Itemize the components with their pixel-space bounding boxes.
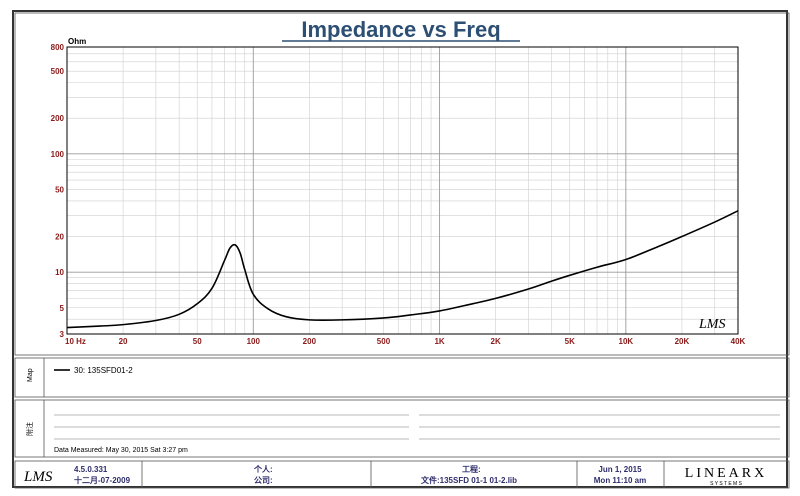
y-tick-label: 800 (51, 43, 65, 52)
footer-file-label: 文件:135SFD 01-1 01-2.lib (421, 475, 517, 485)
footer-company-label: 公司: (254, 476, 273, 485)
x-tick-label: 10 Hz (65, 337, 86, 346)
x-tick-label: 2K (491, 337, 501, 346)
y-tick-label: 100 (51, 150, 65, 159)
chart-title: Impedance vs Freq (301, 17, 500, 42)
data-measured-text: Data Measured: May 30, 2015 Sat 3:27 pm (54, 447, 188, 454)
x-tick-label: 100 (247, 337, 261, 346)
legend-side-label: Map (27, 368, 34, 382)
x-tick-label: 50 (193, 337, 202, 346)
footer-brand-sub: S Y S T E M S (710, 481, 743, 487)
y-tick-label: 200 (51, 114, 65, 123)
report-frame: Impedance vs Freq 800 500 200 100 50 20 10 5 3 1… (12, 10, 790, 489)
x-tick-label: 500 (377, 337, 391, 346)
x-tick-label: 20K (675, 337, 690, 346)
y-tick-label: 50 (55, 185, 64, 194)
y-tick-label: 5 (60, 304, 65, 313)
notes-side-label: 附注 (25, 422, 34, 436)
x-tick-labels: 10 Hz 20 50 100 200 500 1K 2K 5K 10K 20K 40K (65, 337, 746, 346)
footer-lms-logo: LMS (23, 469, 53, 485)
footer-version: 4.5.0.331 (74, 465, 108, 474)
x-tick-label: 10K (619, 337, 634, 346)
notes-panel (14, 399, 790, 458)
plot-border (66, 46, 739, 335)
plot-panel (14, 12, 790, 356)
footer-version-date: 十二月-07-2009 (74, 475, 131, 485)
legend-entry: 30: 135SFD01-2 (74, 366, 133, 375)
series-line-135sfd01-2 (66, 210, 739, 329)
footer-project-label: 工程: (462, 464, 481, 474)
footer-person-label: 个人: (253, 464, 273, 474)
y-axis-unit: Ohm (68, 37, 86, 46)
y-tick-labels: 800 500 200 100 50 20 10 5 3 (51, 43, 65, 339)
legend-panel (14, 357, 790, 398)
x-tick-label: 5K (565, 337, 575, 346)
x-tick-label: 1K (434, 337, 444, 346)
footer-time: Mon 11:10 am (594, 476, 646, 485)
footer-date: Jun 1, 2015 (598, 465, 642, 474)
x-tick-label: 40K (731, 337, 746, 346)
x-tick-label: 20 (119, 337, 128, 346)
lms-watermark: LMS (698, 317, 725, 332)
y-tick-label: 3 (60, 330, 65, 339)
footer-panel (14, 460, 790, 489)
grid-major (66, 47, 738, 334)
grid-minor (67, 46, 739, 335)
y-tick-label: 500 (51, 67, 65, 76)
y-tick-label: 10 (55, 268, 64, 277)
x-tick-label: 200 (303, 337, 317, 346)
y-tick-label: 20 (55, 233, 64, 242)
footer-brand: LINEARX (685, 466, 767, 481)
notes-lines (54, 414, 780, 440)
